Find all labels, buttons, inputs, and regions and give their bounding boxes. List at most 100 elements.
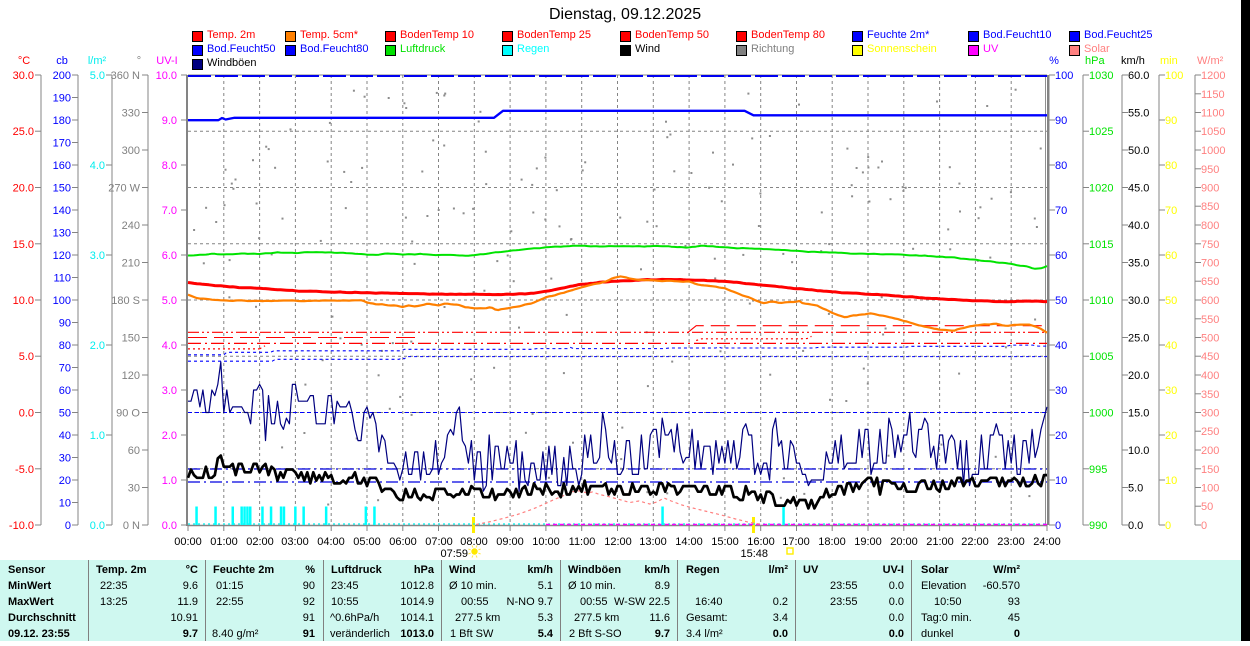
svg-text:100: 100 [1165, 70, 1183, 82]
svg-text:°: ° [137, 55, 141, 67]
svg-text:20: 20 [1055, 430, 1067, 442]
svg-text:20.0: 20.0 [13, 183, 34, 195]
svg-text:50: 50 [1201, 501, 1213, 513]
svg-text:150: 150 [53, 183, 71, 195]
svg-text:7.0: 7.0 [162, 205, 177, 217]
svg-text:360 N: 360 N [111, 70, 140, 82]
svg-text:40: 40 [1165, 340, 1177, 352]
svg-text:20: 20 [59, 475, 71, 487]
svg-text:24:00: 24:00 [1033, 536, 1061, 548]
svg-text:45.0: 45.0 [1128, 183, 1149, 195]
svg-text:950: 950 [1201, 164, 1219, 176]
svg-text:10.0: 10.0 [156, 70, 177, 82]
svg-text:-5.0: -5.0 [15, 464, 34, 476]
svg-text:17:00: 17:00 [782, 536, 810, 548]
svg-text:11:00: 11:00 [569, 536, 596, 548]
svg-text:1020: 1020 [1089, 183, 1113, 195]
svg-text:1200: 1200 [1201, 70, 1225, 82]
svg-text:01:00: 01:00 [210, 536, 238, 548]
svg-text:50: 50 [1055, 295, 1067, 307]
svg-text:240: 240 [122, 220, 140, 232]
svg-text:350: 350 [1201, 389, 1219, 401]
svg-text:0 N: 0 N [123, 520, 140, 532]
svg-text:60.0: 60.0 [1128, 70, 1149, 82]
svg-text:35.0: 35.0 [1128, 258, 1149, 270]
svg-text:60: 60 [128, 445, 140, 457]
svg-text:150: 150 [1201, 464, 1219, 476]
svg-text:16:00: 16:00 [747, 536, 775, 548]
svg-text:30.0: 30.0 [13, 70, 34, 82]
svg-text:30: 30 [1055, 385, 1067, 397]
svg-text:30: 30 [1165, 385, 1177, 397]
svg-text:130: 130 [53, 228, 71, 240]
svg-text:1000: 1000 [1201, 145, 1225, 157]
svg-text:5.0: 5.0 [162, 295, 177, 307]
svg-text:30.0: 30.0 [1128, 295, 1149, 307]
svg-text:140: 140 [53, 205, 71, 217]
svg-text:21:00: 21:00 [926, 536, 954, 548]
svg-text:2.0: 2.0 [90, 340, 105, 352]
svg-text:700: 700 [1201, 258, 1219, 270]
svg-text:900: 900 [1201, 183, 1219, 195]
svg-text:90: 90 [1055, 115, 1067, 127]
svg-text:60: 60 [1055, 250, 1067, 262]
svg-text:850: 850 [1201, 201, 1219, 213]
svg-text:650: 650 [1201, 276, 1219, 288]
svg-text:23:00: 23:00 [997, 536, 1025, 548]
svg-text:10.0: 10.0 [1128, 445, 1149, 457]
svg-text:160: 160 [53, 160, 71, 172]
svg-text:70: 70 [1165, 205, 1177, 217]
svg-text:3.0: 3.0 [90, 250, 105, 262]
svg-text:1030: 1030 [1089, 70, 1113, 82]
svg-text:30: 30 [59, 453, 71, 465]
svg-text:8.0: 8.0 [162, 160, 177, 172]
svg-text:210: 210 [122, 258, 140, 270]
svg-text:1150: 1150 [1201, 89, 1225, 101]
svg-text:1100: 1100 [1201, 108, 1225, 120]
svg-text:10: 10 [1055, 475, 1067, 487]
svg-text:5.0: 5.0 [1128, 483, 1143, 495]
svg-text:%: % [1049, 55, 1059, 67]
svg-text:13:00: 13:00 [639, 536, 667, 548]
svg-text:300: 300 [122, 145, 140, 157]
svg-text:1005: 1005 [1089, 351, 1113, 363]
svg-text:10.0: 10.0 [13, 295, 34, 307]
svg-text:25.0: 25.0 [13, 126, 34, 138]
svg-text:990: 990 [1089, 520, 1107, 532]
svg-text:03:00: 03:00 [281, 536, 309, 548]
svg-text:250: 250 [1201, 426, 1219, 438]
svg-text:600: 600 [1201, 295, 1219, 307]
svg-text:20:00: 20:00 [890, 536, 918, 548]
svg-text:80: 80 [1055, 160, 1067, 172]
svg-text:450: 450 [1201, 351, 1219, 363]
svg-text:4.0: 4.0 [162, 340, 177, 352]
svg-text:0: 0 [65, 520, 71, 532]
svg-text:40: 40 [59, 430, 71, 442]
svg-text:22:00: 22:00 [961, 536, 989, 548]
svg-text:300: 300 [1201, 408, 1219, 420]
svg-text:00:00: 00:00 [174, 536, 202, 548]
svg-text:6.0: 6.0 [162, 250, 177, 262]
svg-text:05:00: 05:00 [353, 536, 381, 548]
svg-text:120: 120 [53, 250, 71, 262]
svg-text:0: 0 [1055, 520, 1061, 532]
svg-text:l/m²: l/m² [88, 55, 107, 67]
svg-text:180 S: 180 S [111, 295, 140, 307]
svg-text:18:00: 18:00 [818, 536, 846, 548]
svg-text:60: 60 [1165, 250, 1177, 262]
svg-text:40: 40 [1055, 340, 1067, 352]
svg-text:70: 70 [1055, 205, 1067, 217]
svg-text:400: 400 [1201, 370, 1219, 382]
svg-text:15.0: 15.0 [13, 239, 34, 251]
svg-text:10: 10 [1165, 475, 1177, 487]
svg-text:90: 90 [59, 318, 71, 330]
svg-text:50: 50 [59, 408, 71, 420]
svg-text:5.0: 5.0 [90, 70, 105, 82]
svg-text:9.0: 9.0 [162, 115, 177, 127]
svg-text:120: 120 [122, 370, 140, 382]
svg-text:0.0: 0.0 [90, 520, 105, 532]
svg-text:190: 190 [53, 93, 71, 105]
svg-text:20: 20 [1165, 430, 1177, 442]
svg-text:06:00: 06:00 [389, 536, 417, 548]
svg-text:15:48: 15:48 [740, 548, 768, 560]
